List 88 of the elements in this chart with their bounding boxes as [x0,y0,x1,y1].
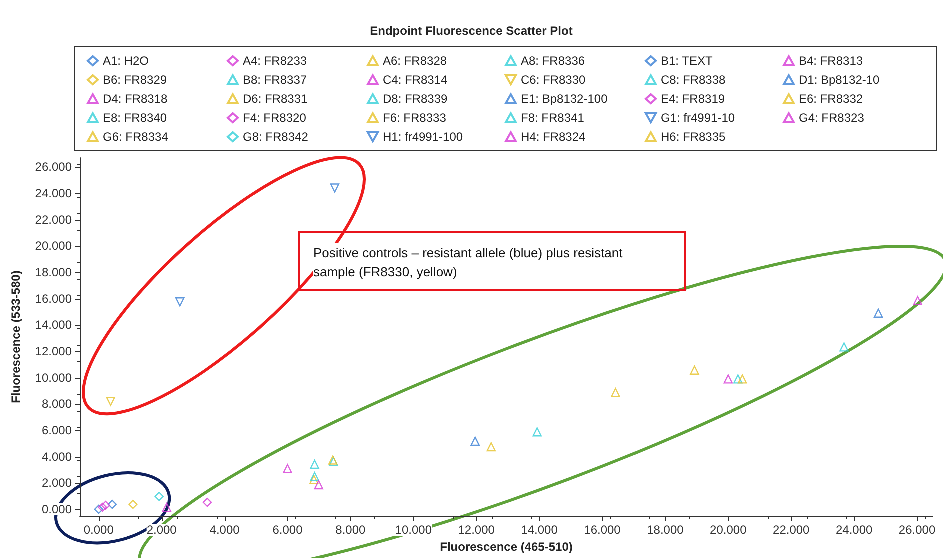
x-axis-title: Fluorescence (465-510) [440,540,573,554]
point [611,388,620,398]
point [310,475,319,484]
legend-label: B4: FR8313 [799,54,864,68]
x-tick-label: 22.000 [773,523,810,538]
y-tick-label: 2.000 [42,476,72,490]
x-tick-label: 6.000 [272,523,304,538]
x-tick-label: 4.000 [210,523,240,538]
point [913,296,922,306]
legend-label: D8: FR8339 [383,92,448,106]
annotation: Positive controls – resistant allele (blue) plus resistant sample (FR8330, yellow) [314,246,626,280]
point [690,366,700,375]
y-tick-label: 8.000 [42,397,72,412]
legend-label: F6: FR8333 [383,111,447,125]
legend-label: G4: FR8323 [799,111,865,125]
y-tick-label: 4.000 [42,450,72,464]
legend-label: A1: H2O [103,54,150,68]
x-tick-label: 14.000 [521,523,558,538]
point [202,498,212,508]
legend-label: A4: FR8233 [243,54,308,68]
point [128,500,138,510]
legend-label: D4: FR8318 [103,92,168,106]
legend-label: G6: FR8334 [103,130,169,144]
point [486,442,496,452]
legend-label: A6: FR8328 [383,54,448,68]
legend-label: D1: Bp8132-10 [799,73,880,87]
legend-label: H4: FR8324 [521,130,586,144]
point [101,500,110,510]
legend-label: C4: FR8314 [383,73,448,87]
point [532,428,542,437]
y-tick-label: 12.000 [35,344,72,359]
legend-label: D6: FR8331 [243,92,308,106]
y-tick-label: 26.000 [35,160,72,174]
point [314,480,324,490]
point [310,460,320,470]
y-axis-title: Fluorescence (533-580) [9,270,23,404]
x-tick-label: 24.000 [836,523,873,538]
legend-label: B6: FR8329 [103,73,168,87]
x-tick-label: 8.000 [336,523,366,538]
x-tick-label: 12.000 [458,523,496,538]
legend-label: G1: fr4991-10 [661,111,736,125]
point [98,502,108,512]
legend-label: G8: FR8342 [243,130,309,144]
point [108,500,118,510]
y-tick-label: 24.000 [35,186,72,201]
y-tick-label: 16.000 [35,292,72,306]
point [106,396,116,406]
legend-label: F4: FR8320 [243,111,307,125]
y-tick-label: 22.000 [35,212,72,227]
legend-label: B1: TEXT [661,54,714,68]
point [310,472,320,482]
y-tick-label: 10.000 [35,370,72,385]
x-tick-label: 16.000 [584,523,622,538]
legend-label: H6: FR8335 [661,130,726,144]
y-tick-label: 14.000 [35,318,72,332]
point [470,436,480,446]
legend-label: C6: FR8330 [521,73,586,87]
y-tick-label: 0.000 [42,502,72,517]
x-tick-label: 18.000 [647,523,684,538]
chart-title: Endpoint Fluorescence Scatter Plot [370,24,573,38]
point [154,492,164,502]
y-tick-label: 6.000 [42,424,72,438]
x-tick-label: 26.000 [898,523,936,538]
legend-label: E8: FR8340 [103,111,168,125]
point [162,502,172,512]
legend-label: F8: FR8341 [521,111,585,125]
legend-label: C8: FR8338 [661,73,726,87]
legend-label: H1: fr4991-100 [383,130,464,144]
point [738,374,748,384]
point [330,184,340,193]
point [175,298,185,307]
legend-label: E1: Bp8132-100 [521,92,608,106]
x-tick-label: 2.000 [146,523,178,538]
x-tick-label: 20.000 [710,523,748,538]
point [874,308,884,318]
point [840,342,849,352]
x-tick-label: 0.000 [84,523,114,538]
legend-label: E4: FR8319 [661,92,726,106]
x-tick-label: 10.000 [395,523,432,538]
point [94,504,104,514]
y-tick-label: 20.000 [35,239,72,254]
point [724,374,734,384]
point [283,464,292,474]
y-tick-label: 18.000 [35,266,72,280]
legend-label: B8: FR8337 [243,73,308,87]
legend-label: E6: FR8332 [799,92,864,106]
legend-label: A8: FR8336 [521,54,586,68]
point [734,374,743,384]
